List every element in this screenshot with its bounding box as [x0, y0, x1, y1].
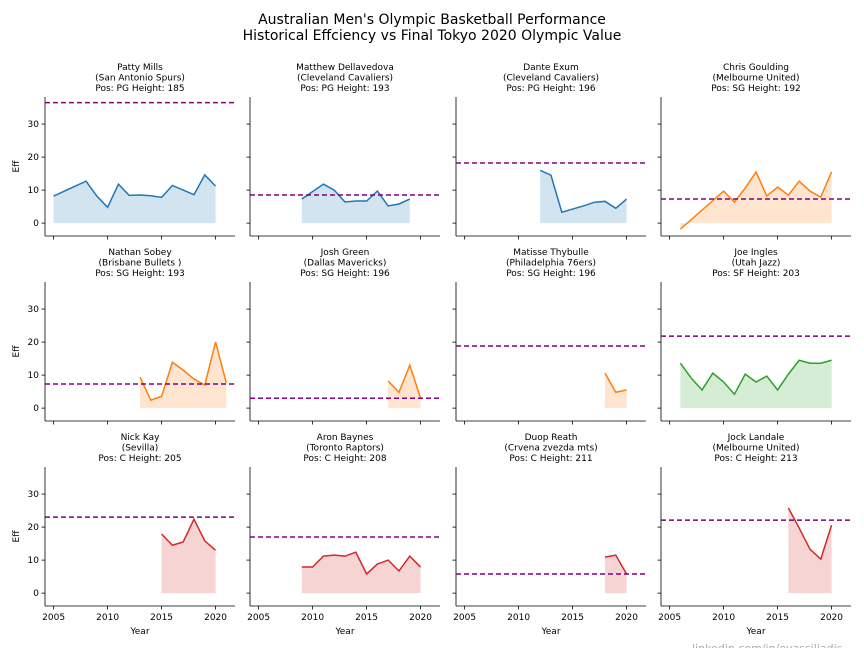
- panel-title: Josh Green: [320, 248, 370, 258]
- line: [53, 173, 217, 209]
- y-tick-label: 30: [28, 120, 40, 130]
- x-axis-label: Year: [334, 627, 354, 637]
- panel-title: Pos: PG Height: 193: [300, 84, 389, 94]
- panel-title: Pos: C Height: 213: [714, 454, 797, 464]
- line: [139, 341, 228, 402]
- x-tick-label: 2020: [204, 613, 227, 623]
- x-tick-label: 2010: [712, 613, 735, 623]
- panel-title: (Cleveland Cavaliers): [297, 74, 393, 84]
- panel-title: Pos: C Height: 208: [303, 454, 386, 464]
- y-tick-label: 10: [28, 186, 40, 196]
- x-tick-label: 2005: [42, 613, 65, 623]
- x-tick-label: 2020: [615, 613, 638, 623]
- line: [539, 169, 628, 214]
- x-tick-label: 2010: [96, 613, 119, 623]
- panel-title: Matthew Dellavedova: [296, 63, 394, 73]
- panel-title: (Dallas Mavericks): [304, 259, 387, 269]
- panel-title: (Melbourne United): [713, 74, 800, 84]
- y-tick-label: 0: [33, 589, 39, 599]
- line: [604, 372, 627, 394]
- panel-title: (Toronto Raptors): [306, 444, 384, 454]
- line: [387, 363, 422, 399]
- area: [301, 184, 410, 224]
- watermark: linkedin.com/in/evassiliadis: [692, 642, 843, 648]
- y-tick-label: 0: [33, 404, 39, 414]
- panel-title: Pos: C Height: 211: [509, 454, 592, 464]
- y-tick-label: 10: [28, 556, 40, 566]
- panel-title: (Utah Jazz): [732, 259, 781, 269]
- y-tick-label: 20: [28, 523, 40, 533]
- x-tick-label: 2015: [766, 613, 789, 623]
- y-axis-label: Eff: [12, 160, 22, 173]
- panel-title: Chris Goulding: [723, 63, 789, 73]
- area: [680, 171, 832, 230]
- y-axis-label: Eff: [12, 345, 22, 358]
- y-tick-label: 10: [28, 371, 40, 381]
- line: [604, 554, 628, 575]
- panel-title: (San Antonio Spurs): [95, 74, 185, 84]
- y-tick-label: 20: [28, 338, 40, 348]
- area: [388, 365, 421, 409]
- suptitle: Australian Men's Olympic Basketball Perf…: [258, 12, 606, 28]
- line: [301, 551, 422, 576]
- panel-title: (Philadelphia 76ers): [506, 259, 596, 269]
- x-tick-label: 2010: [507, 613, 530, 623]
- panel-title: Pos: C Height: 205: [98, 454, 181, 464]
- x-tick-label: 2020: [409, 613, 432, 623]
- line: [161, 517, 217, 551]
- panel-title: (Sevilla): [122, 444, 159, 454]
- y-tick-label: 30: [28, 305, 40, 315]
- panel-title: (Brisbane Bullets ): [99, 259, 182, 269]
- line: [679, 170, 833, 230]
- y-tick-label: 30: [28, 490, 40, 500]
- panel-title: Pos: SG Height: 196: [506, 269, 596, 279]
- panel-title: (Cleveland Cavaliers): [503, 74, 599, 84]
- panel-title: Pos: SG Height: 192: [711, 84, 801, 94]
- area: [53, 174, 216, 224]
- panel-title: Pos: PG Height: 185: [95, 84, 184, 94]
- area: [680, 360, 832, 409]
- x-tick-label: 2005: [247, 613, 270, 623]
- x-tick-label: 2015: [561, 613, 584, 623]
- x-tick-label: 2005: [658, 613, 681, 623]
- x-tick-label: 2015: [150, 613, 173, 623]
- panel-title: Duop Reath: [525, 433, 578, 443]
- panel-title: Pos: SF Height: 203: [712, 269, 800, 279]
- area: [161, 519, 216, 594]
- panel-title: Patty Mills: [117, 63, 163, 73]
- panel-title: Dante Exum: [523, 63, 579, 73]
- panel-title: Nick Kay: [121, 433, 161, 443]
- y-tick-label: 0: [33, 219, 39, 229]
- y-tick-label: 20: [28, 153, 40, 163]
- x-tick-label: 2020: [820, 613, 843, 623]
- area: [540, 170, 627, 224]
- area: [301, 552, 421, 594]
- panel-title: Jock Landale: [727, 433, 785, 443]
- x-axis-label: Year: [129, 627, 149, 637]
- line: [679, 359, 832, 396]
- y-axis-label: Eff: [12, 530, 22, 543]
- x-tick-label: 2005: [453, 613, 476, 623]
- panel-title: Joe Ingles: [733, 248, 778, 258]
- x-tick-label: 2015: [355, 613, 378, 623]
- panel-title: Nathan Sobey: [108, 248, 172, 258]
- x-axis-label: Year: [540, 627, 560, 637]
- line: [787, 507, 833, 561]
- area: [604, 373, 627, 409]
- line: [301, 183, 411, 207]
- panel-title: Pos: SG Height: 196: [300, 269, 390, 279]
- x-tick-label: 2010: [301, 613, 324, 623]
- suptitle: Historical Effciency vs Final Tokyo 2020…: [243, 28, 622, 44]
- area: [140, 342, 227, 409]
- x-axis-label: Year: [745, 627, 765, 637]
- panel-title: Pos: PG Height: 196: [506, 84, 596, 94]
- panel-title: (Melbourne United): [713, 444, 800, 454]
- panel-title: Matisse Thybulle: [513, 248, 589, 258]
- panel-title: Aron Baynes: [317, 433, 374, 443]
- panel-title: (Crvena zvezda mts): [504, 444, 597, 454]
- panel-title: Pos: SG Height: 193: [95, 269, 185, 279]
